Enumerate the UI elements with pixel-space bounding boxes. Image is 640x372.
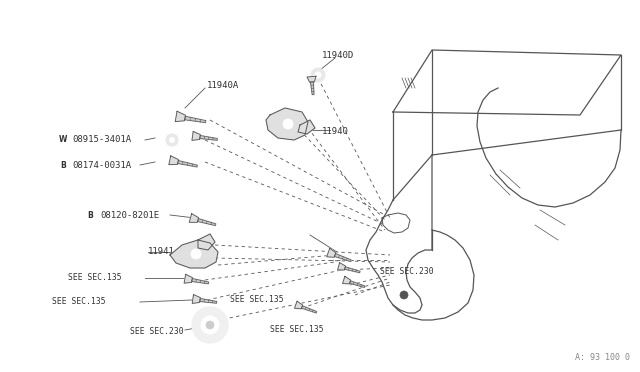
Text: SEE SEC.230: SEE SEC.230 [130,327,184,337]
Circle shape [192,307,228,343]
Circle shape [56,133,70,147]
Text: 11940: 11940 [322,128,349,137]
Polygon shape [326,248,336,257]
Polygon shape [266,108,308,140]
Polygon shape [192,279,209,284]
Circle shape [315,72,321,78]
Polygon shape [342,276,351,284]
Polygon shape [175,111,186,122]
Polygon shape [198,234,215,250]
Polygon shape [170,240,218,268]
Polygon shape [185,116,206,123]
Circle shape [206,321,214,329]
Polygon shape [192,295,200,304]
Circle shape [201,316,219,334]
Polygon shape [169,156,179,165]
Text: B: B [60,160,66,170]
Polygon shape [198,219,216,225]
Circle shape [56,158,70,172]
Text: SEE SEC.230: SEE SEC.230 [380,267,434,276]
Polygon shape [301,306,317,313]
Text: 08915-3401A: 08915-3401A [72,135,131,144]
Text: 11941: 11941 [148,247,175,257]
Text: W: W [59,135,67,144]
Polygon shape [200,298,217,303]
Circle shape [311,68,325,82]
Circle shape [400,291,408,299]
Circle shape [166,134,178,146]
Circle shape [191,249,201,259]
Polygon shape [192,131,200,140]
Polygon shape [200,135,218,140]
Text: 08174-0031A: 08174-0031A [72,160,131,170]
Text: 08120-8201E: 08120-8201E [100,211,159,219]
Circle shape [283,119,293,129]
Polygon shape [307,76,316,82]
Polygon shape [338,263,346,270]
Polygon shape [189,214,198,222]
Polygon shape [349,281,365,288]
Polygon shape [178,161,197,167]
Text: 11940D: 11940D [322,51,355,60]
Polygon shape [184,274,193,283]
Polygon shape [345,267,360,273]
Polygon shape [335,254,351,262]
Text: SEE SEC.135: SEE SEC.135 [68,273,122,282]
Text: SEE SEC.135: SEE SEC.135 [230,295,284,305]
Circle shape [83,208,97,222]
Circle shape [170,137,175,143]
Polygon shape [298,120,315,134]
Polygon shape [310,82,314,94]
Text: B: B [87,211,93,219]
Text: A: 93 100 0: A: 93 100 0 [575,353,630,362]
Text: 11940A: 11940A [207,80,239,90]
Text: SEE SEC.135: SEE SEC.135 [270,326,324,334]
Text: SEE SEC.135: SEE SEC.135 [52,298,106,307]
Polygon shape [294,301,303,309]
